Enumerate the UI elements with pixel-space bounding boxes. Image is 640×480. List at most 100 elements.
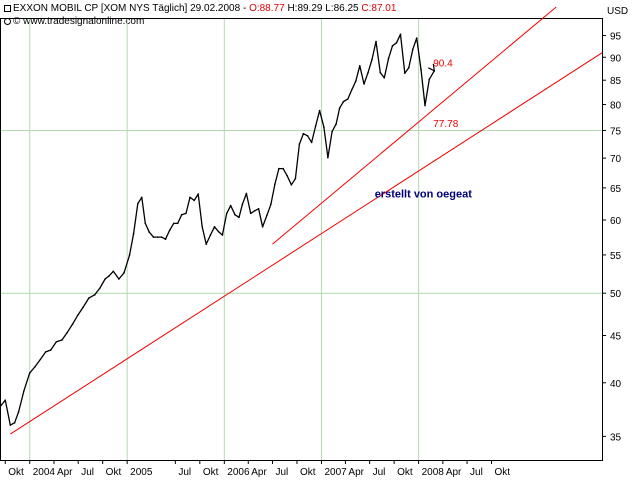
x-tick-label: Apr (446, 467, 462, 478)
price-point (294, 177, 297, 180)
price-point (415, 37, 418, 39)
price-point (213, 225, 216, 228)
x-tick-label: Okt (8, 467, 24, 478)
open-value: O:88.77 (249, 3, 285, 14)
price-point (428, 78, 431, 81)
price-point (217, 230, 220, 233)
price-point (358, 65, 361, 67)
price-point (23, 390, 25, 392)
creator-label: erstellt von oegeat (375, 188, 473, 200)
price-point (298, 143, 301, 145)
y-tick-label: 75 (610, 126, 622, 137)
price-point (261, 225, 264, 228)
x-tick-label: Jul (275, 467, 288, 478)
price-point (363, 83, 365, 85)
price-point (28, 372, 31, 374)
price-point (193, 199, 196, 202)
price-point (310, 141, 313, 144)
price-point (327, 156, 329, 159)
price-point (338, 107, 341, 109)
price-point (123, 272, 125, 274)
quote-date: 29.02.2008 (190, 3, 241, 14)
x-tick-label: Jul (178, 467, 191, 478)
x-tick-label: 2005 (130, 467, 153, 478)
x-axis: Okt 2004 Apr Jul Okt 2005 Jul Okt 2006 Apr Jul Okt 2… (4, 460, 510, 478)
price-point (371, 58, 373, 61)
x-tick-label: Apr (251, 467, 267, 478)
x-tick-label: 2006 (227, 467, 250, 478)
x-tick-label: 2007 (324, 467, 347, 478)
price-point (245, 192, 248, 195)
series-marker-icon (4, 5, 11, 12)
y-tick-label: 60 (610, 216, 622, 227)
x-tick-label: Jul (81, 467, 94, 478)
arrow-head-icon (428, 63, 436, 72)
price-point (176, 222, 179, 225)
price-point (253, 209, 256, 212)
grid-layer (1, 19, 602, 460)
x-tick-label: Apr (348, 467, 364, 478)
plot-frame (0, 18, 603, 461)
price-point (347, 98, 349, 100)
price-point (306, 135, 309, 137)
y-tick-label: 85 (610, 76, 622, 87)
close-value: C:87.01 (361, 3, 397, 14)
annotation-layer: 90.4 77.78 erstellt von oegeat (375, 58, 473, 200)
y-tick-label: 80 (610, 101, 622, 112)
price-point (156, 236, 159, 238)
price-point (112, 270, 115, 273)
y-tick-label: 70 (610, 154, 622, 165)
price-point (118, 278, 120, 280)
price-point (274, 183, 276, 186)
x-tick-label: Apr (57, 467, 73, 478)
price-point (282, 167, 284, 170)
price-annotation: 77.78 (433, 119, 458, 130)
y-tick-label: 50 (610, 289, 622, 300)
price-point (221, 234, 224, 236)
series-layer (0, 33, 436, 426)
chart-header: EXXON MOBIL CP [XOM NYS Täglich] 29.02.2… (4, 3, 396, 14)
price-point (238, 216, 240, 219)
trendline (272, 6, 557, 245)
x-tick-label: Jul (470, 467, 483, 478)
price-point (77, 313, 79, 316)
price-point (351, 88, 353, 91)
price-line (0, 33, 435, 426)
price-point (209, 234, 212, 236)
price-point (13, 422, 16, 424)
price-point (197, 193, 200, 195)
price-point (98, 287, 101, 290)
price-point (257, 208, 260, 210)
x-tick-label: Okt (203, 467, 219, 478)
price-point (17, 411, 20, 413)
price-point (55, 340, 58, 343)
price-point (379, 71, 382, 74)
price-point (314, 125, 317, 127)
price-point (44, 351, 47, 353)
price-point (82, 306, 85, 308)
trendline-layer (10, 6, 603, 435)
x-tick-label: Okt (106, 467, 122, 478)
symbol-info: [XOM NYS Täglich] (100, 3, 188, 14)
price-point (278, 167, 280, 170)
price-point (160, 236, 163, 238)
y-tick-label: 95 (610, 32, 622, 43)
price-point (137, 202, 139, 205)
price-point (391, 45, 394, 47)
price-point (4, 399, 7, 402)
x-tick-label: Okt (300, 467, 316, 478)
high-value: H:89.29 (287, 3, 323, 14)
price-point (201, 225, 204, 228)
price-point (61, 339, 63, 341)
price-point (354, 80, 357, 82)
x-tick-label: 2008 (422, 467, 445, 478)
price-point (395, 42, 398, 44)
price-point (93, 294, 96, 296)
price-point (172, 222, 175, 225)
price-point (9, 424, 12, 426)
price-point (205, 243, 208, 245)
y-tick-label: 65 (610, 184, 622, 195)
price-point (168, 229, 171, 231)
y-tick-label: 45 (610, 331, 622, 342)
